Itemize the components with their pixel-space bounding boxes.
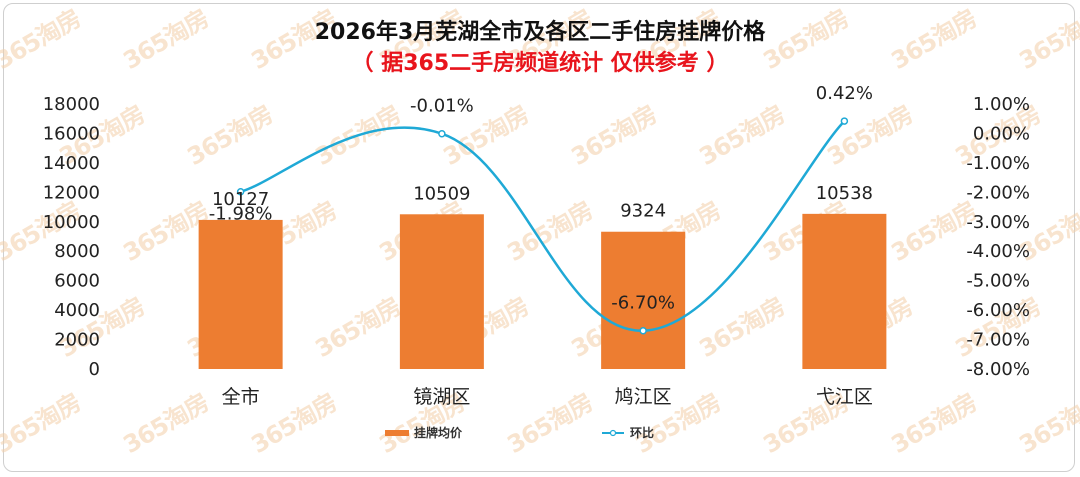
left-tick-label: 2000 [54, 330, 100, 351]
bar-value-label: 10127 [212, 189, 269, 210]
right-tick-label: 1.00% [973, 94, 1030, 115]
line-value-label: -1.98% [209, 204, 273, 225]
bar-value-label: 9324 [620, 201, 666, 222]
chart-subtitle: （ 据365二手房频道统计 仅供参考 ） [351, 51, 729, 76]
legend-label: 挂牌均价 [414, 425, 463, 440]
left-tick-label: 18000 [43, 94, 100, 115]
bar-value-label: 10538 [816, 183, 873, 204]
line-value-label: -6.70% [611, 293, 675, 314]
left-axis: 0 2000 4000 6000 8000 10000 12000 14000 16000 180… [43, 94, 100, 380]
left-tick-label: 10000 [43, 212, 100, 233]
right-tick-label: -7.00% [966, 330, 1030, 351]
right-tick-label: -3.00% [966, 212, 1030, 233]
line-series [236, 117, 849, 335]
right-axis: -8.00% -7.00% -6.00% -5.00% -4.00% -3.00% -2.0… [966, 94, 1030, 380]
bar [198, 219, 283, 369]
right-tick-label: -6.00% [966, 300, 1030, 321]
left-tick-label: 14000 [43, 153, 100, 174]
bar [802, 213, 887, 369]
data-labels: 10127 10509 9324 10538 -1.98% -0.01% -6.70% 0.4… [209, 83, 873, 314]
right-tick-label: 0.00% [973, 123, 1030, 144]
right-tick-label: -8.00% [966, 359, 1030, 380]
line-point [236, 187, 245, 196]
left-tick-label: 6000 [54, 271, 100, 292]
legend-swatch-bar [385, 430, 409, 436]
bar-value-label: 10509 [413, 183, 470, 204]
left-tick-label: 16000 [43, 123, 100, 144]
line-value-label: 0.42% [816, 83, 873, 104]
right-tick-label: -1.00% [966, 153, 1030, 174]
chart-title: 2026年3月芜湖全市及各区二手住房挂牌价格 [314, 20, 766, 45]
bar [601, 231, 686, 369]
category-axis: 全市 镜湖区 鸠江区 弋江区 [222, 386, 873, 408]
legend: 挂牌均价 环比 [385, 425, 654, 440]
line-point [639, 326, 647, 335]
line-point [840, 117, 849, 125]
right-tick-label: -5.00% [966, 271, 1030, 292]
left-tick-label: 8000 [54, 241, 100, 262]
right-tick-label: -4.00% [966, 241, 1030, 262]
line-point [438, 129, 446, 138]
left-tick-label: 12000 [43, 182, 100, 203]
left-tick-label: 4000 [54, 300, 100, 321]
bar-series [198, 213, 887, 369]
bar [399, 214, 484, 369]
legend-label: 环比 [630, 425, 654, 440]
category-label: 全市 [222, 386, 260, 408]
left-tick-label: 0 [89, 359, 100, 380]
category-label: 弋江区 [816, 386, 873, 408]
line-value-label: -0.01% [410, 96, 474, 117]
right-tick-label: -2.00% [966, 182, 1030, 203]
category-label: 鸠江区 [615, 386, 672, 408]
legend-marker [609, 429, 617, 437]
category-label: 镜湖区 [413, 386, 470, 408]
line-path [240, 120, 846, 332]
